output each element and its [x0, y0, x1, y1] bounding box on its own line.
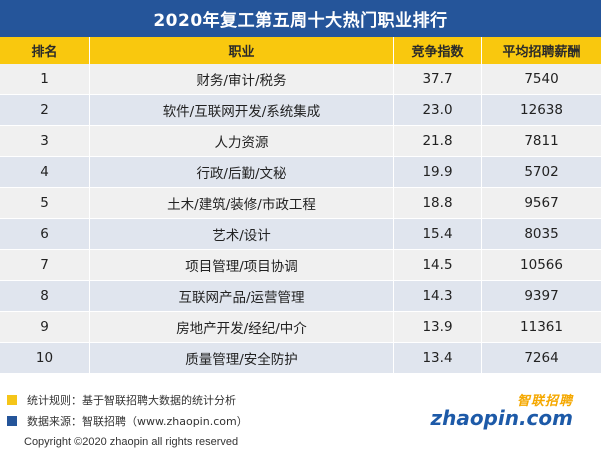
table-row: 4 行政/后勤/文秘 19.9 5702 — [0, 157, 601, 188]
page-title: 2020年复工第五周十大热门职业排行 — [0, 0, 601, 37]
average-salary-cell: 5702 — [524, 164, 559, 180]
column-header-competition-index: 竞争指数 — [394, 37, 482, 64]
competition-index-cell: 13.9 — [394, 312, 482, 342]
column-header-average-salary: 平均招聘薪酬 — [502, 45, 581, 60]
table-header-row: 排名 职业 竞争指数 平均招聘薪酬 — [0, 37, 601, 64]
rank-cell: 8 — [0, 281, 90, 311]
job-cell: 质量管理/安全防护 — [90, 343, 394, 373]
job-cell: 财务/审计/税务 — [90, 64, 394, 94]
note-rule-text: 统计规则：基于智联招聘大数据的统计分析 — [27, 394, 236, 407]
rank-cell: 5 — [0, 188, 90, 218]
ranking-table: 排名 职业 竞争指数 平均招聘薪酬 1 财务/审计/税务 37.7 7540 2 软件/互… — [0, 37, 601, 374]
competition-index-cell: 13.4 — [394, 343, 482, 373]
rank-cell: 1 — [0, 64, 90, 94]
table-row: 10 质量管理/安全防护 13.4 7264 — [0, 343, 601, 374]
table-row: 8 互联网产品/运营管理 14.3 9397 — [0, 281, 601, 312]
column-header-rank: 排名 — [0, 37, 90, 64]
table-row: 7 项目管理/项目协调 14.5 10566 — [0, 250, 601, 281]
note-source-text: 数据来源：智联招聘（www.zhaopin.com） — [27, 415, 248, 428]
note-source: 数据来源：智联招聘（www.zhaopin.com） — [7, 413, 248, 429]
job-cell: 土木/建筑/装修/市政工程 — [90, 188, 394, 218]
job-cell: 软件/互联网开发/系统集成 — [90, 95, 394, 125]
footer: 统计规则：基于智联招聘大数据的统计分析 数据来源：智联招聘（www.zhaopi… — [0, 380, 601, 450]
table-row: 2 软件/互联网开发/系统集成 23.0 12638 — [0, 95, 601, 126]
table-row: 3 人力资源 21.8 7811 — [0, 126, 601, 157]
competition-index-cell: 23.0 — [394, 95, 482, 125]
average-salary-cell: 9397 — [524, 288, 559, 304]
average-salary-cell: 9567 — [524, 195, 559, 211]
yellow-square-icon — [7, 395, 17, 405]
job-cell: 项目管理/项目协调 — [90, 250, 394, 280]
job-cell: 行政/后勤/文秘 — [90, 157, 394, 187]
note-rule: 统计规则：基于智联招聘大数据的统计分析 — [7, 392, 236, 408]
job-cell: 艺术/设计 — [90, 219, 394, 249]
competition-index-cell: 18.8 — [394, 188, 482, 218]
table-row: 1 财务/审计/税务 37.7 7540 — [0, 64, 601, 95]
average-salary-cell: 12638 — [520, 102, 563, 118]
rank-cell: 3 — [0, 126, 90, 156]
logo-chinese-text: 智联招聘 — [516, 394, 573, 409]
zhaopin-logo: 智联招聘 zhaopin.com — [430, 390, 573, 430]
competition-index-cell: 19.9 — [394, 157, 482, 187]
copyright-text: Copyright ©2020 zhaopin all rights reser… — [24, 436, 239, 448]
job-cell: 房地产开发/经纪/中介 — [90, 312, 394, 342]
rank-cell: 2 — [0, 95, 90, 125]
rank-cell: 10 — [0, 343, 90, 373]
competition-index-cell: 15.4 — [394, 219, 482, 249]
blue-square-icon — [7, 416, 17, 426]
competition-index-cell: 37.7 — [394, 64, 482, 94]
competition-index-cell: 21.8 — [394, 126, 482, 156]
average-salary-cell: 7811 — [524, 133, 559, 149]
rank-cell: 7 — [0, 250, 90, 280]
column-header-job: 职业 — [90, 37, 394, 64]
table-row: 5 土木/建筑/装修/市政工程 18.8 9567 — [0, 188, 601, 219]
rank-cell: 9 — [0, 312, 90, 342]
rank-cell: 4 — [0, 157, 90, 187]
competition-index-cell: 14.3 — [394, 281, 482, 311]
rank-cell: 6 — [0, 219, 90, 249]
logo-english-text: zhaopin.com — [430, 406, 573, 430]
average-salary-cell: 7540 — [524, 71, 559, 87]
table-body: 1 财务/审计/税务 37.7 7540 2 软件/互联网开发/系统集成 23.0 12638… — [0, 64, 601, 374]
job-cell: 人力资源 — [90, 126, 394, 156]
table-row: 9 房地产开发/经纪/中介 13.9 11361 — [0, 312, 601, 343]
average-salary-cell: 10566 — [520, 257, 563, 273]
table-row: 6 艺术/设计 15.4 8035 — [0, 219, 601, 250]
job-cell: 互联网产品/运营管理 — [90, 281, 394, 311]
average-salary-cell: 8035 — [524, 226, 559, 242]
competition-index-cell: 14.5 — [394, 250, 482, 280]
average-salary-cell: 11361 — [520, 319, 563, 335]
average-salary-cell: 7264 — [524, 350, 559, 366]
